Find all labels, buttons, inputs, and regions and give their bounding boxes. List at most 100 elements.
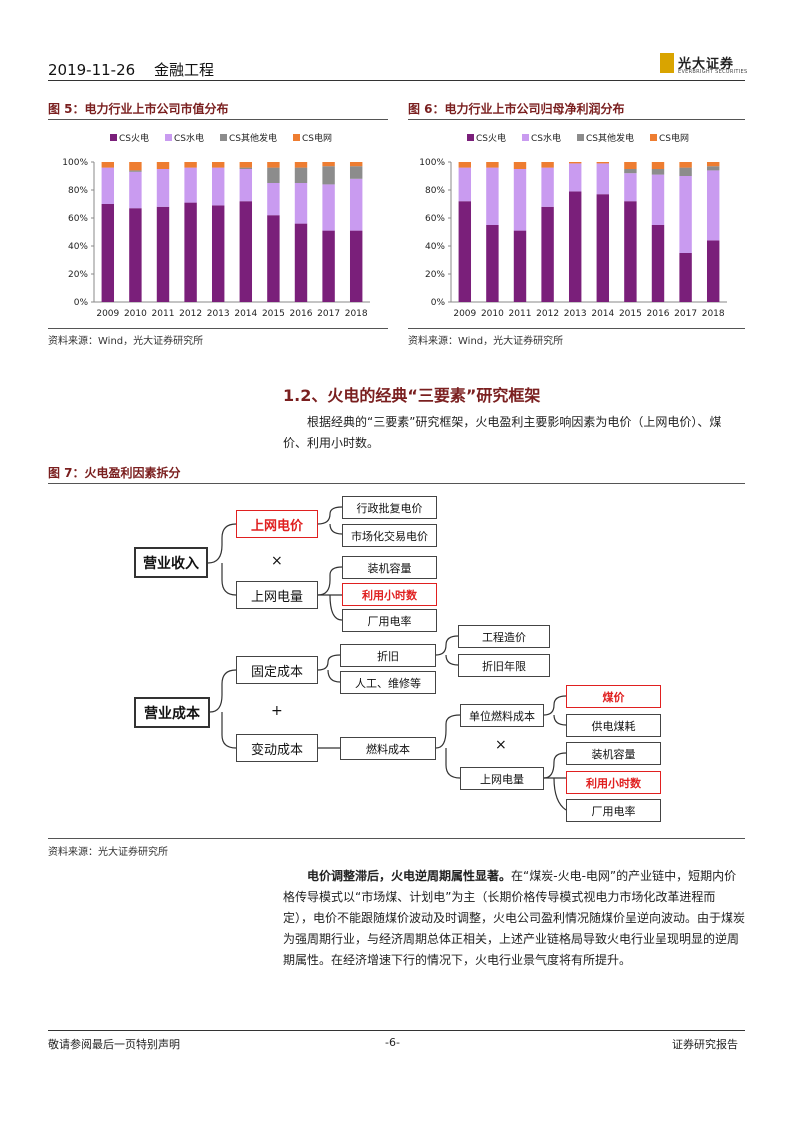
bar-segment (596, 194, 610, 302)
y-tick-label: 20% (68, 270, 88, 280)
legend-swatch (467, 134, 474, 141)
hours2-box: 利用小时数 (566, 771, 661, 794)
legend-swatch (522, 134, 529, 141)
unit-fuel-box: 单位燃料成本 (460, 704, 544, 727)
fig5-rule-bottom (48, 328, 388, 329)
coal-consumption-box: 供电煤耗 (566, 714, 661, 737)
x-tick-label: 2012 (536, 309, 559, 319)
bar-segment (651, 169, 665, 175)
bar-segment (624, 169, 637, 174)
header-divider (48, 80, 745, 81)
fig5-title: 图 5：电力行业上市公司市值分布 (48, 102, 229, 116)
legend-label: CS其他发电 (586, 132, 634, 144)
bar-segment (624, 162, 637, 169)
bar-segment (541, 206, 554, 302)
legend-label: CS电网 (302, 132, 332, 144)
y-tick-label: 40% (68, 242, 88, 252)
self-use2-box: 厂用电率 (566, 799, 661, 822)
bar-segment (706, 240, 720, 302)
dep-years-box: 折旧年限 (458, 654, 550, 677)
legend-swatch (577, 134, 584, 141)
bar-segment (322, 166, 335, 185)
page-number: -6- (385, 1036, 400, 1049)
bar-segment (322, 184, 335, 231)
y-tick-label: 100% (419, 158, 445, 168)
y-tick-label: 0% (74, 298, 89, 308)
bar-segment (294, 223, 308, 302)
bar-segment (349, 166, 363, 179)
bar-segment (568, 191, 582, 302)
bar-segment (513, 162, 527, 169)
y-tick-label: 80% (425, 186, 445, 196)
bar-segment (101, 162, 115, 168)
bar-segment (596, 163, 610, 195)
x-tick-label: 2014 (234, 309, 257, 319)
bar-segment (679, 176, 692, 253)
bar-segment (184, 202, 197, 302)
bar-segment (541, 162, 554, 168)
capacity-box: 装机容量 (342, 556, 437, 579)
bar-segment (156, 162, 170, 169)
body-bold-lead: 电价调整滞后，火电逆周期属性显著。 (307, 869, 512, 883)
market-price-box: 市场化交易电价 (342, 524, 437, 547)
bar-segment (513, 230, 527, 302)
x-tick-label: 2015 (262, 309, 285, 319)
capacity2-box: 装机容量 (566, 742, 661, 765)
footer-disclaimer: 敬请参阅最后一页特别声明 (48, 1038, 180, 1051)
bar-segment (129, 170, 142, 172)
grid-volume-box: 上网电量 (236, 581, 318, 609)
x-tick-label: 2015 (619, 309, 642, 319)
fig7-rule (48, 483, 745, 484)
bar-segment (156, 169, 170, 207)
variable-cost-box: 变动成本 (236, 734, 318, 762)
x-tick-label: 2010 (124, 309, 147, 319)
bar-segment (486, 225, 499, 302)
times-operator: × (271, 553, 283, 569)
fig6-source: 资料来源：Wind，光大证券研究所 (408, 336, 564, 347)
x-tick-label: 2016 (290, 309, 313, 319)
y-tick-label: 100% (62, 158, 88, 168)
legend-swatch (293, 134, 300, 141)
fig6-title: 图 6：电力行业上市公司归母净利润分布 (408, 102, 625, 116)
x-tick-label: 2013 (207, 309, 230, 319)
logo-text-en: EVERBRIGHT SECURITIES (678, 69, 748, 75)
bar-segment (101, 204, 115, 302)
times-operator-2: × (495, 737, 507, 753)
bar-segment (156, 206, 170, 302)
bar-segment (486, 167, 499, 225)
bar-segment (706, 162, 720, 167)
legend-swatch (165, 134, 172, 141)
y-tick-label: 20% (425, 270, 445, 280)
bar-segment (267, 162, 280, 168)
fig7-title: 图 7：火电盈利因素拆分 (48, 466, 181, 480)
x-tick-label: 2018 (702, 309, 725, 319)
fig6-rule (408, 119, 745, 120)
y-tick-label: 80% (68, 186, 88, 196)
fig7-rule-bottom (48, 838, 745, 839)
x-tick-label: 2014 (591, 309, 614, 319)
x-tick-label: 2009 (96, 309, 119, 319)
legend-swatch (220, 134, 227, 141)
bar-segment (267, 167, 280, 183)
legend-label: CS电网 (659, 132, 689, 144)
fig6-chart: CS火电 CS水电 CS其他发电 CS电网 0% 20% 40% 60% 80% 100% 2009… (419, 132, 727, 319)
bar-segment (239, 162, 253, 168)
bar-segment (458, 167, 472, 202)
hours-box: 利用小时数 (342, 583, 437, 606)
bar-segment (679, 162, 692, 168)
coal-price-box: 煤价 (566, 685, 661, 708)
bar-segment (513, 169, 527, 231)
x-tick-label: 2016 (647, 309, 670, 319)
report-date-header: 2019-11-26 金融工程 (48, 59, 214, 80)
legend-label: CS火电 (476, 132, 506, 144)
bar-segment (706, 166, 720, 171)
body-paragraph: 电价调整滞后，火电逆周期属性显著。在“煤炭-火电-电网”的产业链中，短期内价格传… (283, 866, 745, 971)
depreciation-box: 折旧 (340, 644, 436, 667)
bar-segment (239, 201, 253, 302)
fig5-chart: CS火电 CS水电 CS其他发电 CS电网 0% 20% 40% 60% 80% 100% 2009… (62, 132, 370, 319)
fuel-cost-box: 燃料成本 (340, 737, 436, 760)
section-title: 1.2、火电的经典“三要素”研究框架 (283, 386, 541, 405)
bar-segment (211, 167, 225, 206)
fixed-cost-box: 固定成本 (236, 656, 318, 684)
legend-label: CS其他发电 (229, 132, 277, 144)
